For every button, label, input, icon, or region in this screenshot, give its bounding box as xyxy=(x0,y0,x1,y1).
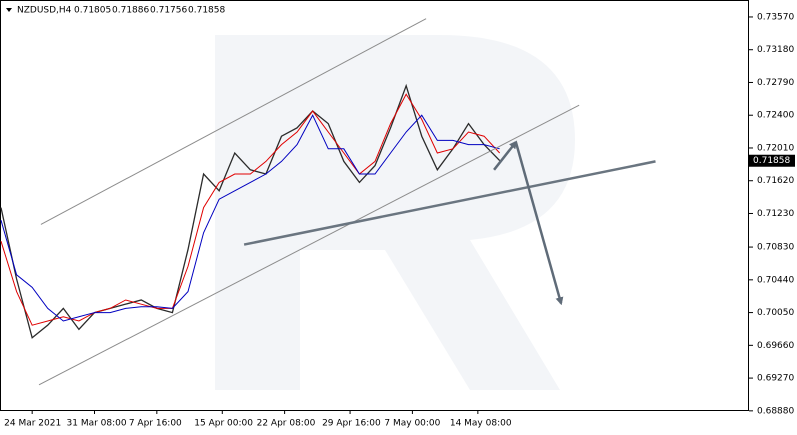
x-tick-label: 24 Mar 2021 xyxy=(4,419,61,429)
x-tick-label: 31 Mar 08:00 xyxy=(67,419,127,429)
y-tick-label: 0.71230 xyxy=(757,209,794,219)
price-tag-label: 0.71858 xyxy=(753,156,790,166)
open: 0.71805 xyxy=(74,6,111,16)
forecast-arrow xyxy=(493,140,518,171)
forecast-arrow xyxy=(514,141,564,306)
trend-line xyxy=(38,104,580,386)
price-line xyxy=(0,83,501,339)
trend-line xyxy=(243,160,656,246)
y-tick-label: 0.71620 xyxy=(757,176,794,186)
menu-triangle xyxy=(6,8,12,12)
y-tick-label: 0.70830 xyxy=(757,243,794,253)
x-tick-label: 15 Apr 00:00 xyxy=(194,419,253,429)
y-tick-label: 0.70440 xyxy=(757,275,794,285)
y-tick-label: 0.69270 xyxy=(757,374,794,384)
price-tag xyxy=(749,154,795,167)
x-tick-label: 7 May 00:00 xyxy=(384,419,440,429)
y-tick-label: 0.72790 xyxy=(757,78,794,88)
y-tick-label: 0.73180 xyxy=(757,45,794,55)
low: 0.71756 xyxy=(150,6,187,16)
x-tick-label: 7 Apr 16:00 xyxy=(129,419,182,429)
symbol: NZDUSD,H4 xyxy=(17,6,72,16)
price-line xyxy=(0,114,500,322)
x-tick-label: 14 May 08:00 xyxy=(450,419,512,429)
x-tick-label: 29 Apr 16:00 xyxy=(322,419,381,429)
y-tick-label: 0.72010 xyxy=(757,143,794,153)
close: 0.71858 xyxy=(188,6,225,16)
y-tick-label: 0.73570 xyxy=(757,12,794,22)
trend-line xyxy=(40,18,427,225)
price-line xyxy=(0,93,501,326)
y-tick-label: 0.69660 xyxy=(757,341,794,351)
y-tick-label: 0.70050 xyxy=(757,308,794,318)
watermark xyxy=(215,35,575,390)
high: 0.71886 xyxy=(112,6,149,16)
y-tick-label: 0.72400 xyxy=(757,111,794,121)
x-tick-label: 22 Apr 08:00 xyxy=(257,419,316,429)
y-tick-label: 0.68880 xyxy=(757,406,794,416)
